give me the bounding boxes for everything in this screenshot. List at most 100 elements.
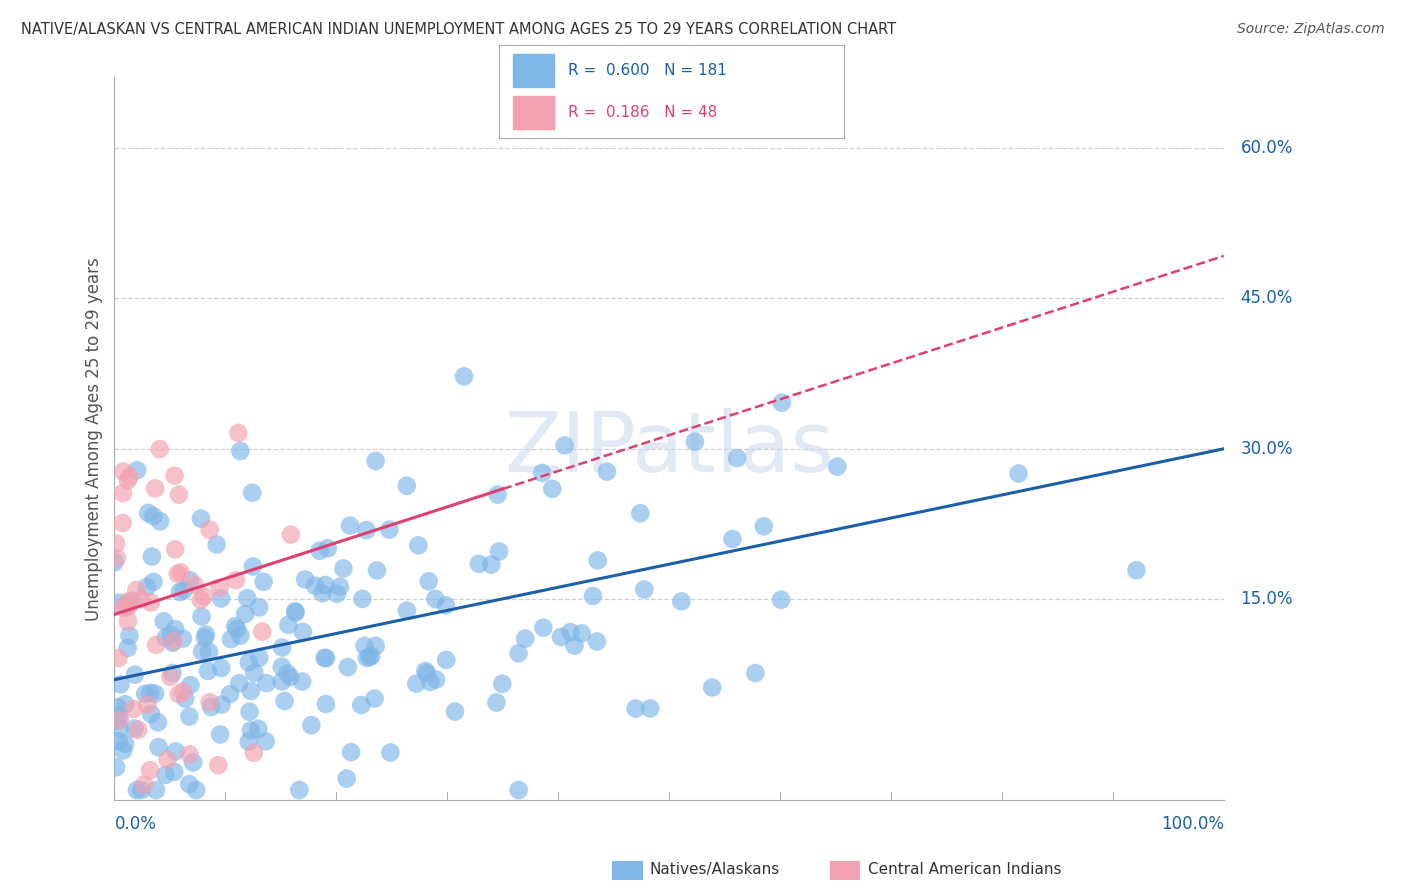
Point [107, 651, 129, 665]
Point [238, 705, 260, 719]
Point [129, 592, 152, 607]
Point [169, 585, 191, 599]
Point [242, 559, 264, 574]
Point [270, 659, 292, 673]
Point [179, 777, 201, 791]
Point [405, 676, 427, 690]
Point [165, 622, 187, 636]
Point [284, 604, 307, 618]
Point [108, 722, 131, 736]
Point [107, 700, 129, 714]
Point [156, 753, 179, 767]
Point [444, 705, 467, 719]
Point [179, 709, 201, 723]
Point [315, 651, 337, 665]
Point [744, 666, 766, 681]
Point [359, 650, 381, 665]
Point [166, 566, 188, 581]
Point [356, 523, 378, 537]
Point [190, 592, 212, 607]
Point [165, 542, 187, 557]
Point [117, 640, 139, 655]
Point [121, 594, 143, 608]
Point [110, 677, 132, 691]
Point [111, 486, 134, 500]
Point [252, 624, 274, 639]
Point [238, 656, 260, 670]
Point [125, 463, 148, 477]
Point [228, 676, 250, 690]
Point [671, 594, 693, 608]
Point [183, 578, 205, 592]
Point [363, 691, 385, 706]
Point [531, 621, 554, 635]
Point [770, 592, 793, 607]
Point [105, 536, 128, 550]
Point [145, 638, 167, 652]
Point [152, 614, 174, 628]
Text: NATIVE/ALASKAN VS CENTRAL AMERICAN INDIAN UNEMPLOYMENT AMONG AGES 25 TO 29 YEARS: NATIVE/ALASKAN VS CENTRAL AMERICAN INDIA… [21, 22, 896, 37]
Point [190, 609, 212, 624]
Point [228, 425, 250, 440]
Point [181, 756, 204, 770]
Point [624, 701, 647, 715]
Point [159, 628, 181, 642]
Point [508, 646, 530, 660]
Point [229, 444, 252, 458]
Point [127, 723, 149, 737]
Point [139, 595, 162, 609]
Point [136, 698, 159, 712]
Point [139, 763, 162, 777]
Point [366, 564, 388, 578]
Text: Central American Indians: Central American Indians [868, 863, 1062, 877]
Point [350, 698, 373, 712]
Point [141, 549, 163, 564]
Point [118, 629, 141, 643]
Point [186, 783, 208, 797]
Point [291, 674, 314, 689]
Text: ZIPatlas: ZIPatlas [505, 409, 834, 490]
Point [194, 627, 217, 641]
Point [243, 665, 266, 680]
Point [360, 649, 382, 664]
Point [311, 586, 333, 600]
Point [453, 369, 475, 384]
Point [276, 666, 298, 681]
Text: Natives/Alaskans: Natives/Alaskans [650, 863, 780, 877]
Point [380, 746, 402, 760]
Point [146, 715, 169, 730]
Point [179, 678, 201, 692]
Point [329, 580, 352, 594]
Point [142, 509, 165, 524]
Point [114, 737, 136, 751]
Point [172, 684, 194, 698]
Point [125, 582, 148, 597]
Point [1125, 563, 1147, 577]
Bar [513, 54, 554, 87]
Point [752, 519, 775, 533]
Point [479, 558, 502, 572]
Point [148, 740, 170, 755]
Point [550, 630, 572, 644]
Point [247, 600, 270, 615]
Point [226, 622, 249, 636]
Point [193, 590, 215, 604]
Point [236, 591, 259, 605]
Point [209, 661, 232, 675]
Point [628, 506, 651, 520]
Point [280, 527, 302, 541]
Point [554, 438, 576, 452]
Point [326, 587, 349, 601]
Point [395, 604, 418, 618]
Point [336, 660, 359, 674]
Point [179, 747, 201, 762]
Point [352, 591, 374, 606]
Point [291, 624, 314, 639]
Point [240, 485, 263, 500]
Point [209, 591, 232, 606]
Point [112, 600, 135, 615]
Point [336, 772, 359, 786]
Point [243, 746, 266, 760]
Text: Source: ZipAtlas.com: Source: ZipAtlas.com [1237, 22, 1385, 37]
Point [239, 723, 262, 738]
